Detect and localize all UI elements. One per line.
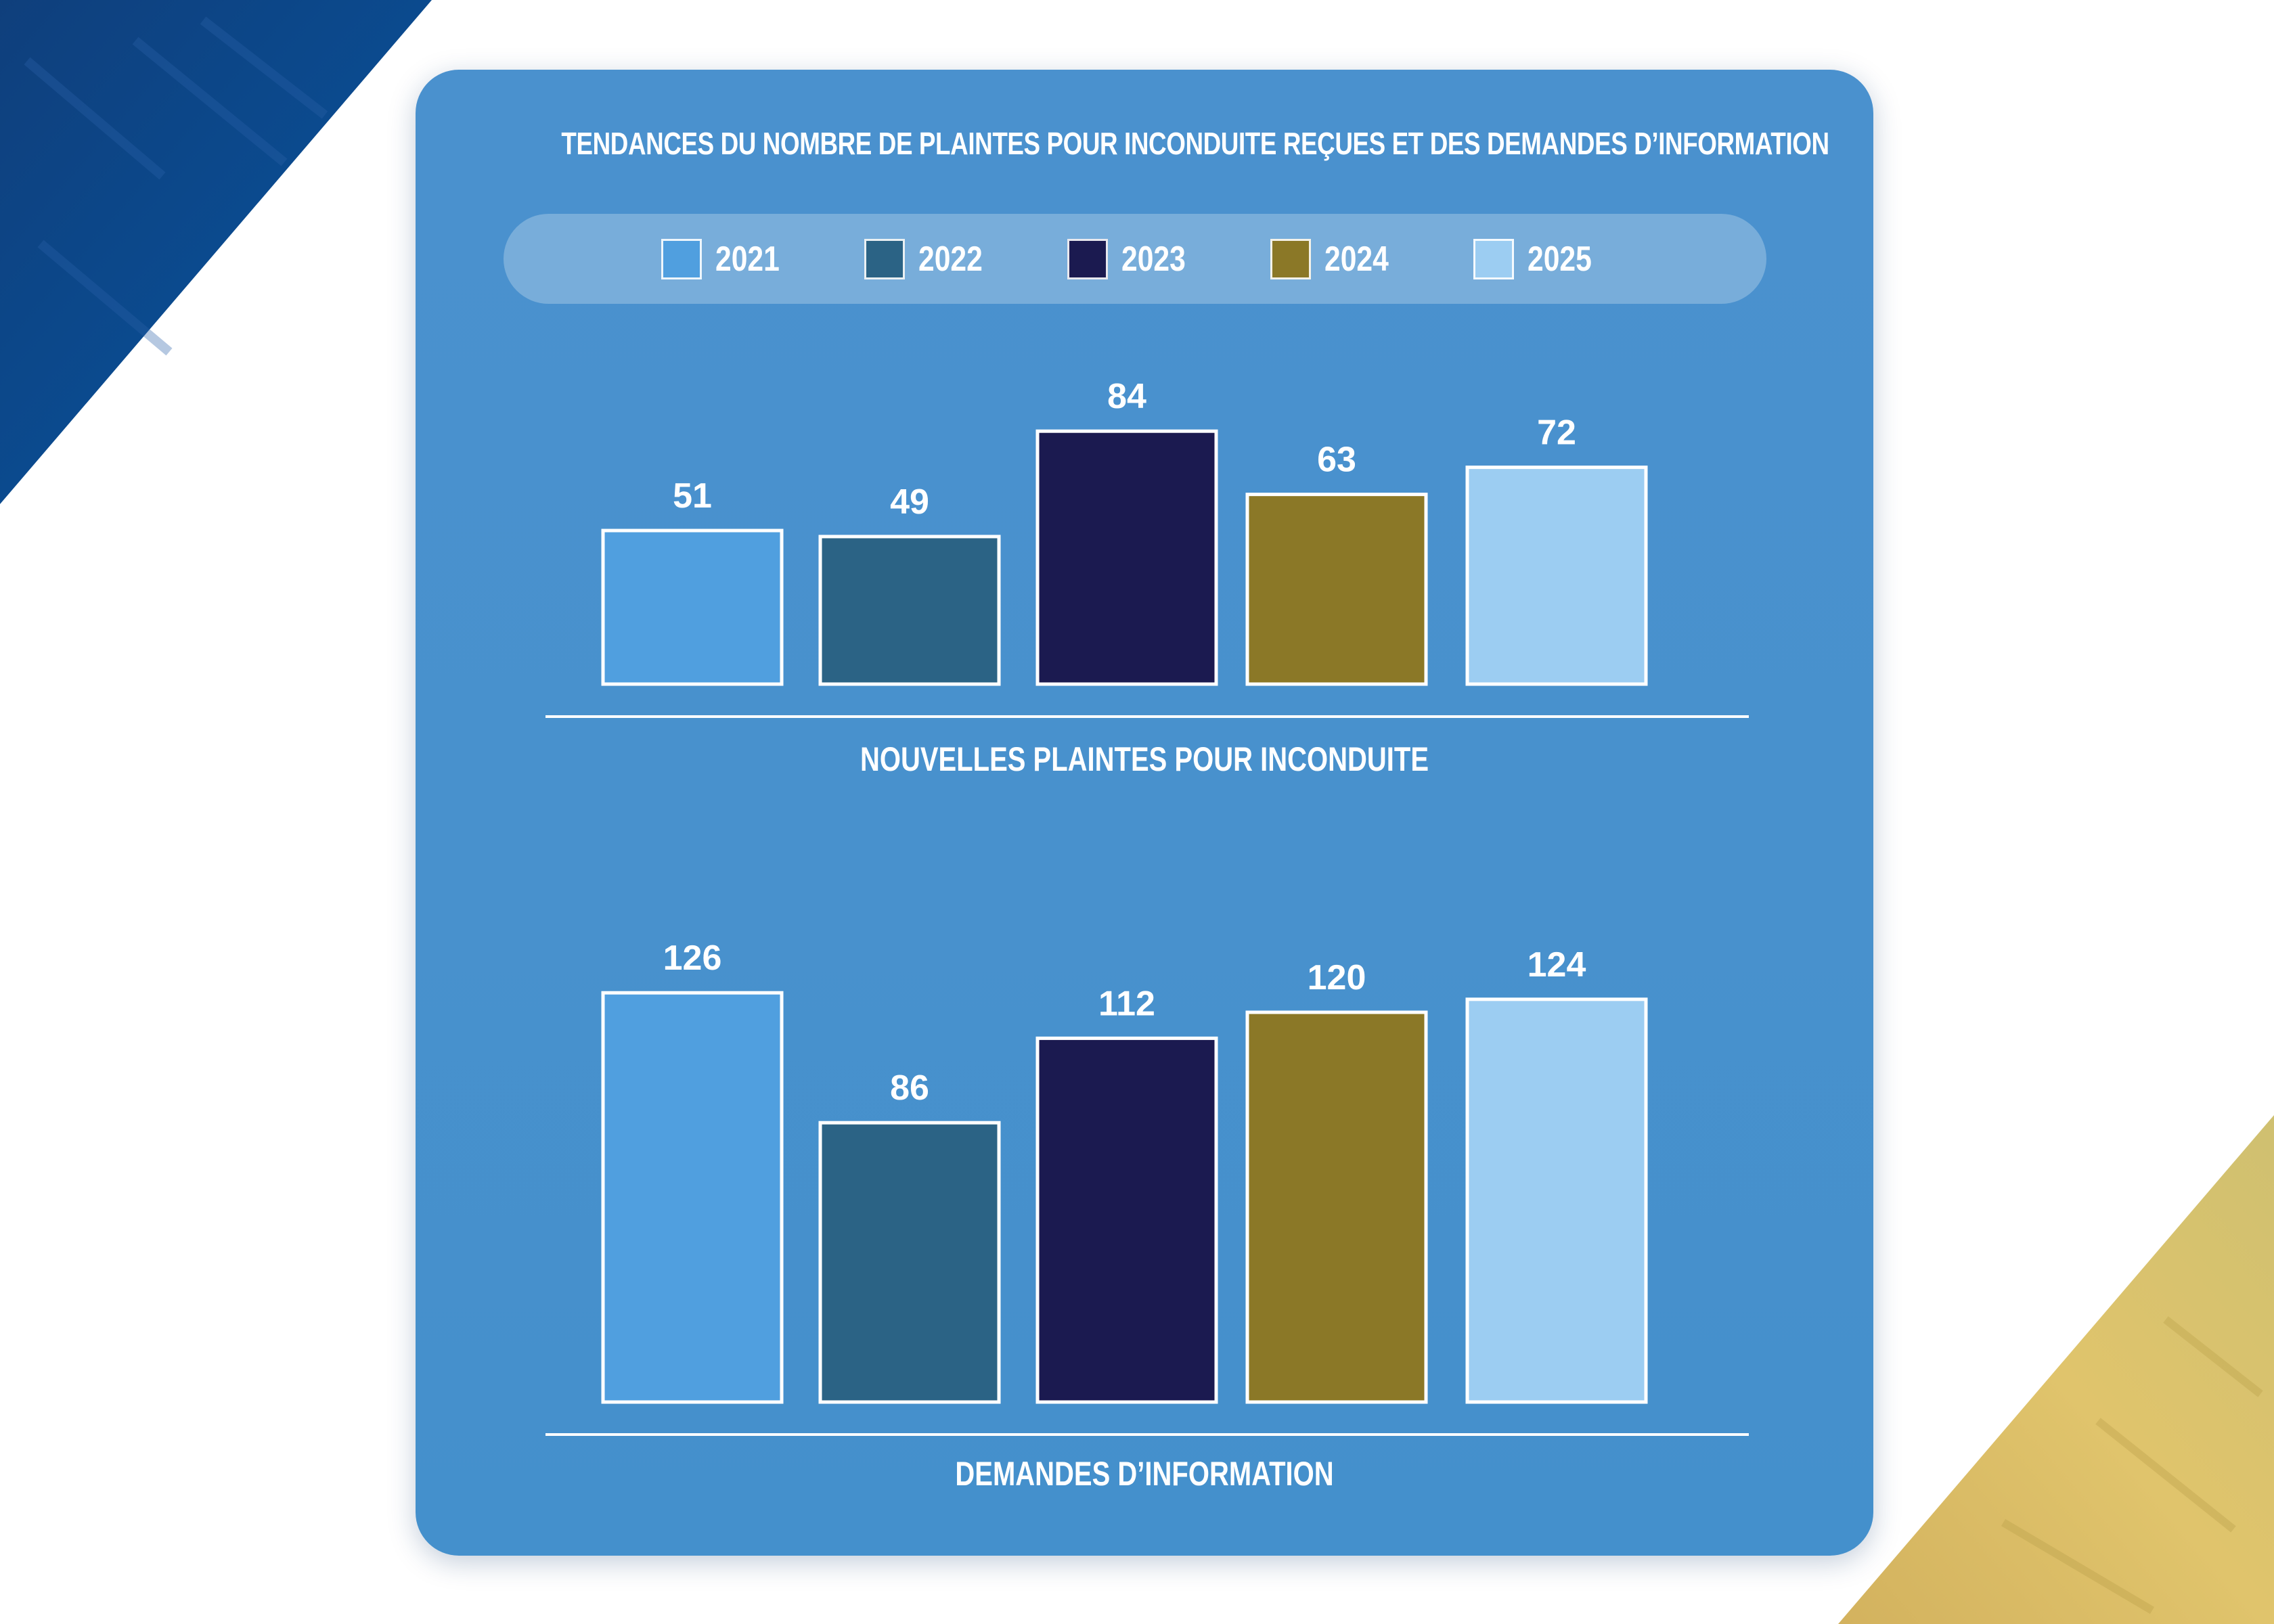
bar-2023 [1035,429,1218,686]
chart-1-bars: 51 49 84 63 72 [545,377,1749,718]
legend-label-2022: 2022 [918,239,983,279]
bar-2023 [1035,1036,1218,1404]
data-label-2023: 112 [1098,984,1155,1023]
data-label-2025: 124 [1528,945,1586,985]
chart-2-bars: 126 86 112 120 124 [545,939,1749,1436]
legend-swatch-2025 [1473,238,1514,279]
data-label-2025: 72 [1537,413,1576,453]
data-label-2024: 63 [1317,441,1356,480]
gold-corner-texture [2001,1316,2263,1615]
legend-item-2021: 2021 [661,238,797,279]
bar-2025 [1465,466,1648,686]
legend-item-2025: 2025 [1473,238,1609,279]
data-label-2022: 86 [890,1068,929,1108]
bar-2022 [818,535,1001,686]
chart-main-title: TENDANCES DU NOMBRE DE PLAINTES POUR INC… [561,126,1829,161]
legend-item-2024: 2024 [1270,238,1406,279]
data-label-2023: 84 [1107,377,1146,416]
bar-2021 [601,528,784,686]
blue-corner-decoration [0,0,432,504]
bar-2024 [1245,1010,1428,1404]
legend-item-2023: 2023 [1067,238,1203,279]
legend-swatch-2023 [1067,238,1108,279]
data-label-2021: 51 [673,476,712,516]
legend-swatch-2022 [864,238,905,279]
legend: 2021 2022 2023 2024 2025 [504,214,1766,304]
legend-label-2025: 2025 [1528,239,1592,279]
chart-2-title: DEMANDES D’INFORMATION [955,1455,1334,1493]
bar-2024 [1245,493,1428,686]
legend-label-2024: 2024 [1324,239,1389,279]
legend-label-2023: 2023 [1121,239,1186,279]
legend-label-2021: 2021 [715,239,780,279]
blue-corner-texture [24,16,328,356]
data-label-2022: 49 [890,482,929,522]
legend-swatch-2024 [1270,238,1311,279]
bar-2022 [818,1121,1001,1404]
bar-2025 [1465,997,1648,1404]
data-label-2021: 126 [663,939,722,978]
data-label-2024: 120 [1308,958,1366,997]
gold-corner-decoration [1838,1115,2274,1624]
bar-2021 [601,991,784,1404]
chart-1-title: NOUVELLES PLAINTES POUR INCONDUITE [860,740,1429,778]
legend-item-2022: 2022 [864,238,1000,279]
legend-swatch-2021 [661,238,702,279]
